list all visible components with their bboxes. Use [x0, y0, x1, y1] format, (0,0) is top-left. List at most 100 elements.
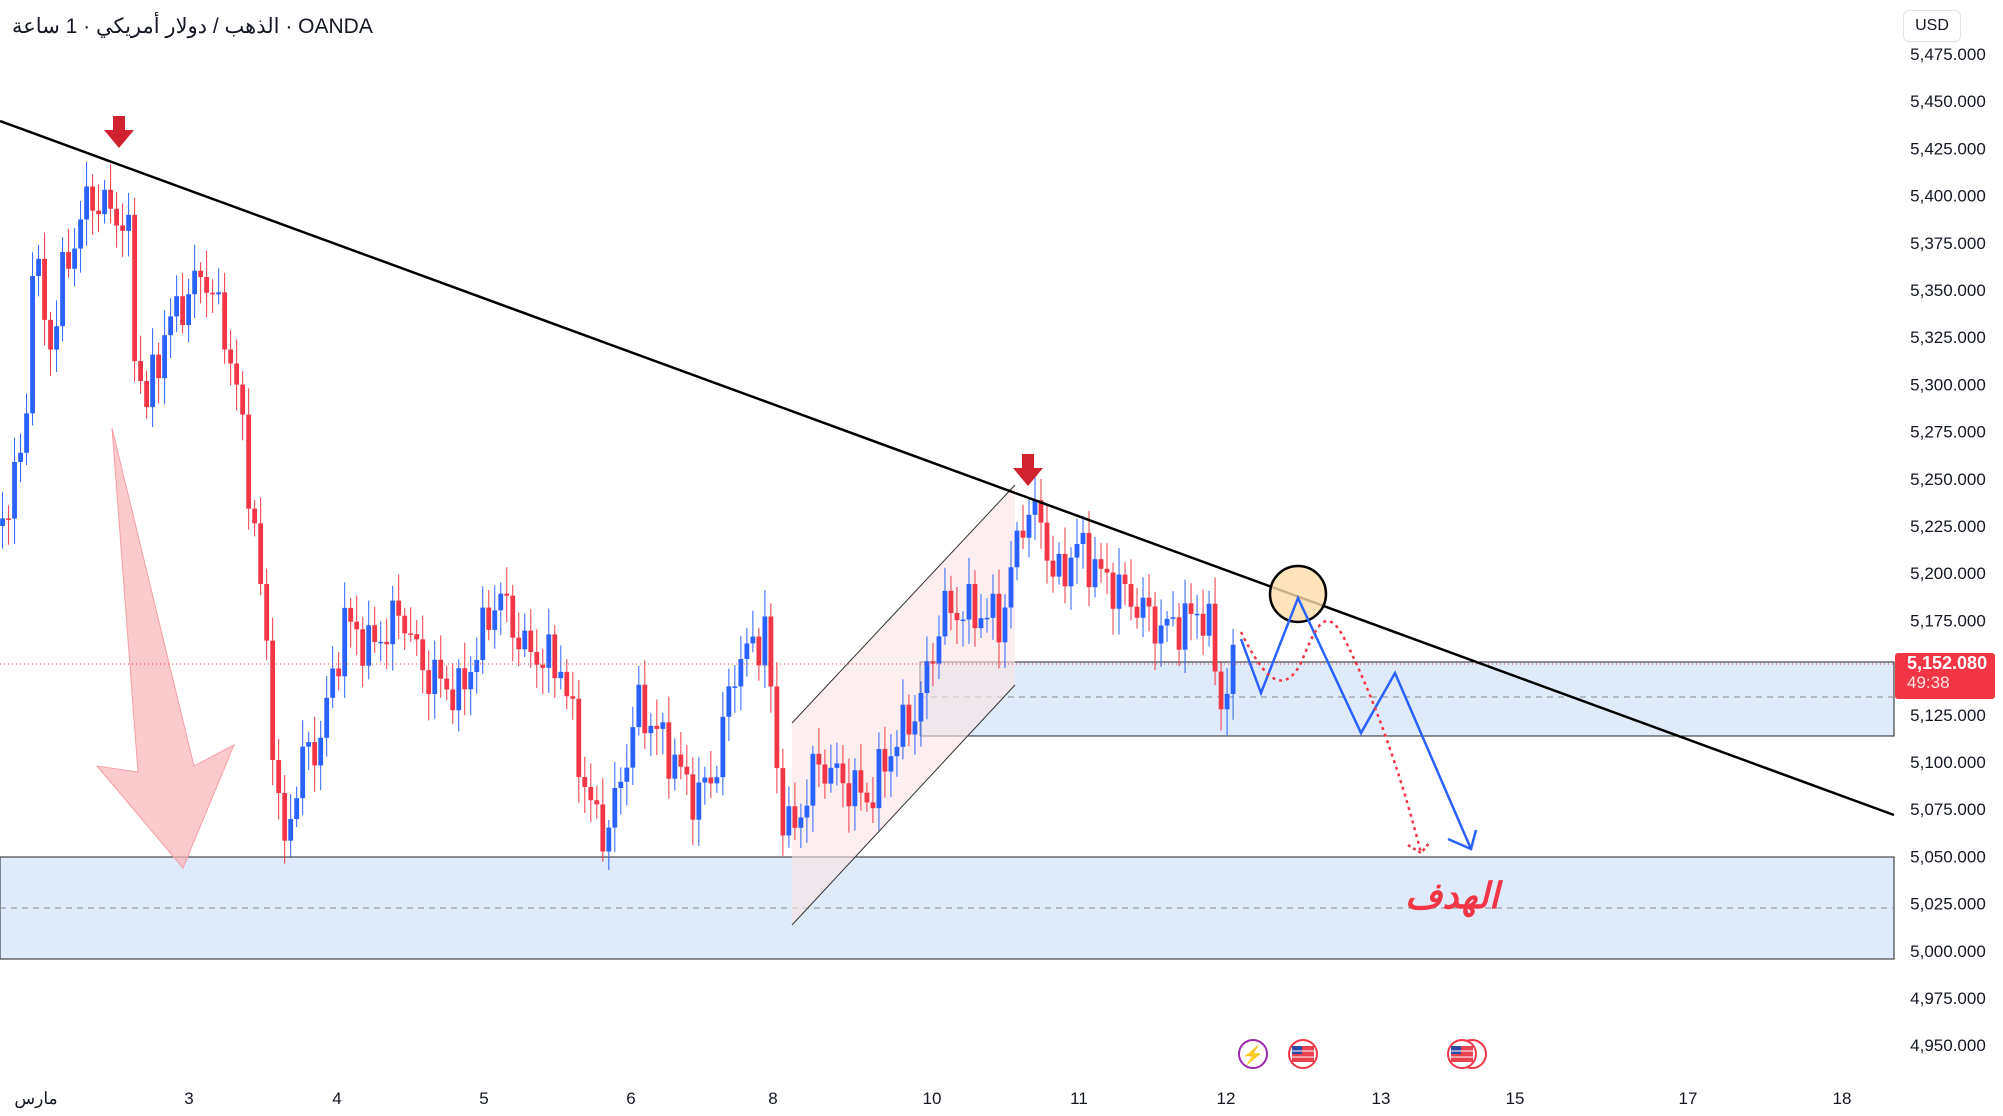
candle-body: [720, 716, 726, 778]
candle-body: [708, 777, 714, 784]
candle-body: [258, 523, 264, 584]
candle-body: [732, 686, 738, 688]
candle-body: [12, 461, 17, 519]
candle-body: [678, 754, 684, 767]
candle-body: [1176, 617, 1182, 650]
candle-body: [972, 584, 978, 629]
candle-body: [1008, 567, 1014, 608]
candle-body: [888, 756, 894, 772]
candle-body: [450, 689, 456, 711]
price-label: 5,450.000: [1910, 92, 1986, 111]
candle-body: [990, 593, 996, 618]
bar-countdown: 49:38: [1907, 673, 1950, 692]
candle-body: [474, 659, 480, 673]
time-label: 17: [1679, 1089, 1698, 1108]
candle-body: [636, 684, 642, 728]
candle-body: [1014, 530, 1020, 568]
time-label: مارس: [14, 1089, 57, 1109]
time-label: 15: [1506, 1089, 1525, 1108]
candle-body: [144, 381, 150, 408]
price-label: 4,950.000: [1910, 1036, 1986, 1055]
candle-body: [276, 760, 282, 794]
candle-body: [24, 413, 29, 453]
candle-body: [1110, 572, 1116, 609]
candle-body: [114, 208, 120, 226]
currency-button[interactable]: USD: [1903, 10, 1961, 42]
price-label: 5,025.000: [1910, 895, 1986, 914]
lightning-event-icon[interactable]: ⚡: [1238, 1039, 1268, 1069]
candle-body: [360, 629, 366, 666]
candle-body: [762, 616, 768, 666]
candle-body: [768, 616, 774, 687]
candle-body: [804, 805, 810, 818]
candle-body: [558, 671, 564, 679]
candle-body: [1212, 603, 1218, 672]
touch-point-circle[interactable]: [1268, 564, 1328, 624]
candle-body: [150, 354, 156, 408]
big-down-arrow[interactable]: [95, 427, 235, 869]
candle-body: [774, 686, 780, 769]
candle-body: [126, 214, 132, 231]
candle-body: [1152, 606, 1158, 644]
alt-projection-path[interactable]: [1239, 619, 1423, 854]
candle-body: [876, 748, 882, 809]
candle-body: [960, 619, 966, 622]
candle-body: [696, 782, 702, 820]
candle-body: [1116, 574, 1122, 609]
price-label: 5,375.000: [1910, 234, 1986, 253]
candle-body: [1182, 603, 1188, 650]
candle-body: [630, 727, 636, 768]
candle-body: [252, 508, 258, 524]
candle-body: [546, 634, 552, 668]
price-label: 5,325.000: [1910, 328, 1986, 347]
channel-lower: [791, 684, 1016, 926]
time-axis[interactable]: مارس 3 4 5 6 8 10 11 12 13 15 17 18: [14, 1089, 1851, 1109]
candle-body: [84, 186, 89, 220]
price-axis[interactable]: 5,475.000 5,450.000 5,425.000 5,400.000 5,37…: [1910, 45, 1986, 1055]
candle-body: [300, 746, 306, 799]
candle-body: [312, 742, 318, 766]
candle-body: [954, 613, 960, 621]
trend-line[interactable]: [0, 119, 1895, 817]
candle-body: [384, 641, 390, 645]
candle-body: [816, 753, 822, 765]
candle-body: [210, 292, 216, 295]
candle-body: [528, 630, 534, 652]
candle-body: [984, 617, 990, 620]
us-flag-event-icon[interactable]: [1447, 1039, 1487, 1069]
candle-body: [840, 763, 846, 784]
us-flag-event-icon[interactable]: [1288, 1039, 1318, 1069]
candle-body: [540, 664, 546, 668]
candle-body: [108, 189, 114, 209]
price-label: 5,400.000: [1910, 187, 1986, 206]
candle-body: [438, 659, 444, 679]
candles: [0, 161, 1236, 871]
candle-body: [462, 668, 468, 690]
candle-body: [606, 827, 612, 852]
candle-body: [936, 636, 942, 664]
candle-body: [354, 621, 360, 630]
candle-body: [1194, 613, 1200, 616]
candle-body: [618, 781, 624, 789]
candle-body: [870, 802, 876, 809]
candle-body: [174, 296, 180, 317]
candle-body: [408, 633, 414, 635]
projection-path[interactable]: [1239, 594, 1473, 850]
candle-body: [564, 671, 570, 697]
candle-body: [240, 384, 246, 415]
candle-body: [264, 583, 270, 641]
candle-body: [396, 600, 402, 616]
candle-body: [348, 607, 354, 622]
candle-body: [624, 767, 630, 782]
candle-body: [834, 763, 840, 768]
candle-body: [522, 630, 528, 650]
candle-body: [1086, 532, 1092, 588]
candle-body: [192, 270, 198, 295]
down-arrow-marker-1: [104, 116, 134, 148]
candle-body: [534, 651, 540, 665]
candle-body: [186, 294, 192, 326]
time-label: 11: [1070, 1089, 1088, 1108]
candle-body: [420, 639, 426, 671]
candle-body: [702, 777, 708, 783]
